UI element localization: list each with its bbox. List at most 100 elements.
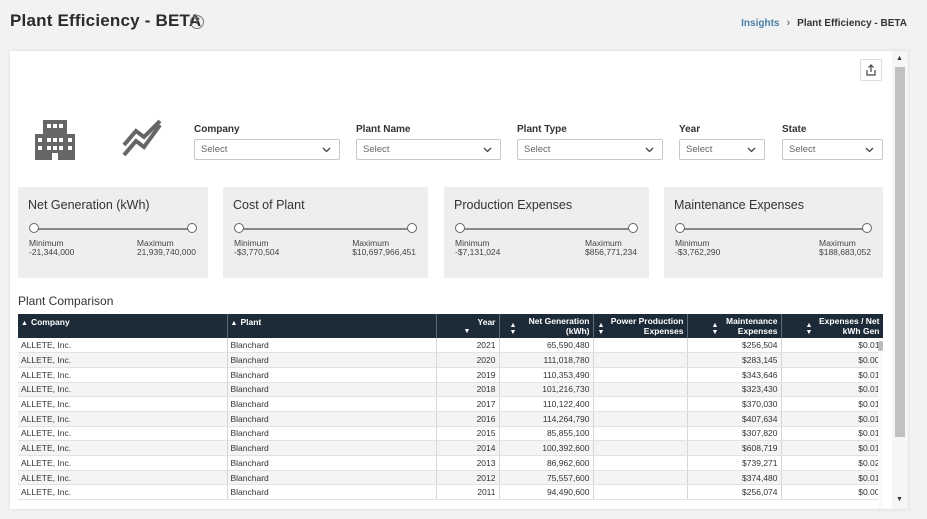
range-slider-min-handle[interactable] (675, 223, 685, 233)
range-slider-max-handle[interactable] (187, 223, 197, 233)
table-row[interactable]: ALLETE, Inc. Blanchard 2012 75,557,600 $374,… (18, 470, 883, 486)
cell-plant: Blanchard (227, 352, 437, 368)
chevron-down-icon (483, 147, 492, 152)
cell-year: 2019 (436, 367, 500, 383)
chevron-down-icon (747, 147, 756, 152)
plant-type-filter: Plant Type Select (517, 124, 663, 160)
chevron-down-icon (865, 147, 874, 152)
year-select[interactable]: Select (679, 139, 765, 160)
range-slider-min-handle[interactable] (234, 223, 244, 233)
state-filter: State Select (782, 124, 883, 160)
company-select[interactable]: Select (194, 139, 340, 160)
plant-comparison-title: Plant Comparison (18, 294, 114, 308)
cell-plant: Blanchard (227, 484, 437, 501)
column-header-expenses-per-kwh[interactable]: ▲ ▼ Expenses / Net kWh Gen (781, 314, 883, 338)
sort-icon: ▲ ▼ (597, 322, 605, 336)
column-header-net-generation[interactable]: ▲ ▼ Net Generation (kWh) (499, 314, 594, 338)
breadcrumb: Insights › Plant Efficiency - BETA (741, 17, 907, 29)
range-slider-track (237, 228, 414, 230)
company-filter: Company Select (194, 124, 340, 160)
cell-net-gen: 75,557,600 (499, 470, 594, 486)
year-select-value: Select (686, 144, 713, 155)
cell-exp: $0.01 (781, 470, 883, 486)
panel-scrollbar[interactable]: ▲ ▼ (892, 51, 908, 509)
column-header-plant[interactable]: ▲ Plant (227, 314, 437, 338)
column-header-year[interactable]: ▼ Year (436, 314, 500, 338)
table-row[interactable]: ALLETE, Inc. Blanchard 2015 85,855,100 $307,… (18, 426, 883, 442)
chevron-down-icon (322, 147, 331, 152)
cell-maint: $307,820 (687, 426, 782, 442)
cell-year: 2016 (436, 411, 500, 427)
scroll-down-icon[interactable]: ▼ (896, 496, 903, 503)
cell-net-gen: 85,855,100 (499, 426, 594, 442)
range-slider-track (32, 228, 194, 230)
year-filter: Year Select (679, 124, 765, 160)
cell-power (593, 367, 688, 383)
range-minimum: Minimum -$3,762,290 (675, 239, 720, 257)
cell-net-gen: 110,122,400 (499, 396, 594, 412)
range-slider-max-handle[interactable] (628, 223, 638, 233)
table-row[interactable]: ALLETE, Inc. Blanchard 2020 111,018,780 $283… (18, 352, 883, 368)
cell-net-gen: 100,392,600 (499, 440, 594, 456)
state-filter-label: State (782, 124, 807, 135)
range-maximum-label: Maximum (585, 238, 622, 248)
cell-company: ALLETE, Inc. (18, 484, 228, 501)
cell-plant: Blanchard (227, 396, 437, 412)
plant-name-select[interactable]: Select (356, 139, 501, 160)
table-row[interactable]: ALLETE, Inc. Blanchard 2019 110,353,490 $343… (18, 367, 883, 383)
help-icon[interactable]: ? (190, 15, 204, 29)
plant-name-select-value: Select (363, 144, 390, 155)
range-maximum-label: Maximum (136, 238, 174, 248)
range-slider-min-handle[interactable] (455, 223, 465, 233)
building-icon (35, 120, 75, 165)
range-minimum-value: -21,344,000 (29, 247, 75, 257)
cell-exp: $0.00 (781, 352, 883, 368)
range-maximum-label: Maximum (352, 238, 390, 248)
range-slider-max-handle[interactable] (862, 223, 872, 233)
range-slider-track (458, 228, 635, 230)
range-slider-max-handle[interactable] (407, 223, 417, 233)
range-minimum-label: Minimum (29, 238, 64, 248)
column-header-power-production[interactable]: ▲ ▼ Power Production Expenses (593, 314, 688, 338)
state-select-value: Select (789, 144, 816, 155)
cell-company: ALLETE, Inc. (18, 367, 228, 383)
scroll-up-icon[interactable]: ▲ (896, 55, 903, 62)
column-header-company[interactable]: ▲ Company (18, 314, 228, 338)
cell-power (593, 440, 688, 456)
table-scrollbar-thumb[interactable] (878, 341, 883, 351)
cell-net-gen: 65,590,480 (499, 338, 594, 354)
cell-company: ALLETE, Inc. (18, 382, 228, 398)
plant-name-filter: Plant Name Select (356, 124, 501, 160)
metric-title: Maintenance Expenses (674, 198, 804, 212)
cell-exp: $0.01 (781, 338, 883, 354)
table-row[interactable]: ALLETE, Inc. Blanchard 2011 94,490,600 $256,… (18, 484, 883, 501)
share-button[interactable] (860, 59, 882, 81)
range-maximum: Maximum $856,771,234 (585, 239, 637, 257)
table-row[interactable]: ALLETE, Inc. Blanchard 2018 101,216,730 $323… (18, 382, 883, 398)
cost-of-plant-card: Cost of Plant Minimum -$3,770,504 Maximu… (223, 187, 428, 278)
table-scrollbar[interactable] (878, 340, 883, 509)
table-row[interactable]: ALLETE, Inc. Blanchard 2014 100,392,600 $608… (18, 440, 883, 456)
sort-icon: ▲ ▼ (711, 322, 719, 336)
table-row[interactable]: ALLETE, Inc. Blanchard 2021 65,590,480 $256,… (18, 338, 883, 354)
state-select[interactable]: Select (782, 139, 883, 160)
cell-company: ALLETE, Inc. (18, 338, 228, 354)
cell-maint: $256,074 (687, 484, 782, 501)
range-minimum-value: -$3,762,290 (675, 247, 721, 257)
year-filter-label: Year (679, 124, 701, 135)
breadcrumb-insights-link[interactable]: Insights (741, 17, 780, 29)
plant-type-select[interactable]: Select (517, 139, 663, 160)
range-minimum: Minimum -$3,770,504 (234, 239, 279, 257)
range-slider-min-handle[interactable] (29, 223, 39, 233)
table-row[interactable]: ALLETE, Inc. Blanchard 2017 110,122,400 $370… (18, 396, 883, 412)
panel-scrollbar-thumb[interactable] (895, 67, 905, 437)
cell-exp: $0.01 (781, 382, 883, 398)
cell-plant: Blanchard (227, 455, 437, 471)
net-generation-card: Net Generation (kWh) Minimum -21,344,000… (18, 187, 208, 278)
table-row[interactable]: ALLETE, Inc. Blanchard 2016 114,264,790 $407… (18, 411, 883, 427)
breadcrumb-separator-icon: › (786, 17, 791, 29)
column-header-maintenance[interactable]: ▲ ▼ Maintenance Expenses (687, 314, 782, 338)
range-maximum-value: $10,697,966,451 (352, 247, 416, 257)
table-row[interactable]: ALLETE, Inc. Blanchard 2013 86,962,600 $739,… (18, 455, 883, 471)
cell-net-gen: 110,353,490 (499, 367, 594, 383)
